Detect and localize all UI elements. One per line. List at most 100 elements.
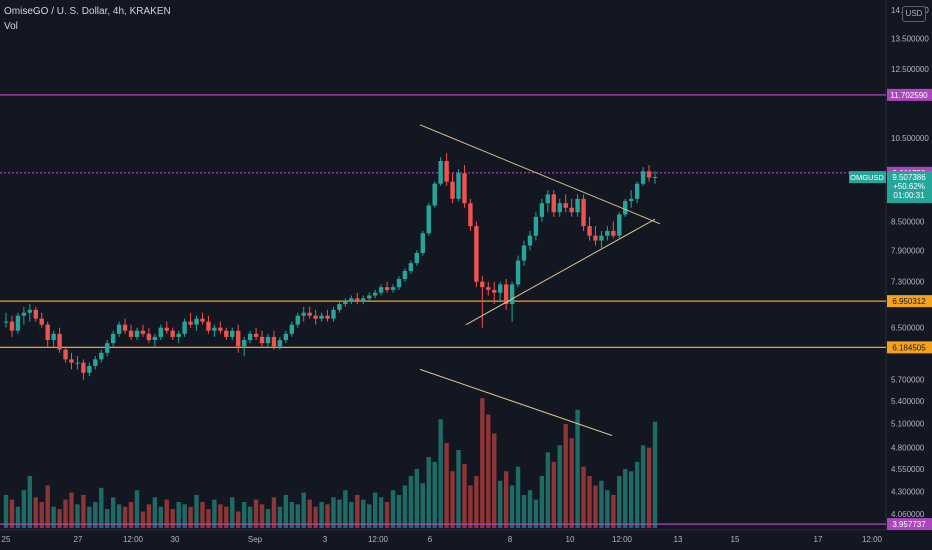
volume-bar [521,494,527,528]
candle-body [236,330,241,347]
volume-bar [456,450,461,528]
candle-body [295,315,300,325]
volume-bar [146,504,152,528]
volume-bar [593,485,598,528]
volume-bar [343,490,348,528]
candle-body [116,324,122,334]
candle-body [480,281,485,288]
chart-header: OmiseGO / U. S. Dollar, 4h, KRAKEN Vol [4,4,171,34]
level-price-text: 6.184505 [892,343,926,352]
volume-bar [9,499,15,528]
level-price-text: 11.702590 [890,91,928,100]
candle-body [93,359,98,367]
price-change-text: +50.62% [893,182,925,191]
volume-bar [212,499,217,528]
volume-bar [247,506,253,528]
candle-body [349,298,354,302]
time-tick-label: 3 [323,535,328,544]
currency-badge[interactable]: USD [902,6,926,22]
volume-bar [545,452,551,528]
symbol-title[interactable]: OmiseGO / U. S. Dollar, 4h, KRAKEN [4,6,171,17]
candle-body [527,235,533,246]
volume-bar [396,494,402,528]
volume-bar [557,445,562,528]
price-tick-label: 13.500000 [891,34,929,43]
candle-body [224,330,229,337]
price-tick-label: 8.500000 [891,217,925,226]
trendline [419,124,661,225]
volume-bar [462,464,467,528]
volume-bar [420,483,425,528]
candle-body [361,298,366,302]
candle-body [432,183,437,206]
candle-body [396,279,402,288]
candle-body [640,171,646,184]
price-tick-label: 4.060000 [891,510,925,519]
candle-body [289,324,294,334]
candle-body [462,173,467,204]
volume-bar [295,504,300,528]
volume-bar [277,506,283,528]
candle-body [593,235,598,241]
volume-bar [605,490,610,528]
candle-body [134,330,140,337]
volume-bar [581,466,586,528]
candle-body [99,352,104,360]
candle-body [426,205,431,234]
volume-bar [188,506,193,528]
volume-bar [325,504,330,528]
volume-bar [408,476,414,528]
volume-bar [21,490,27,528]
volume-bar [527,490,533,528]
volume-bar [63,499,68,528]
candle-body [402,271,408,280]
volume-bar [3,494,9,528]
volume-bar [140,511,146,528]
time-tick-label: Sep [248,535,263,544]
candle-body [444,161,449,182]
candle-body [515,260,521,285]
last-price-text: 9.507386 [892,173,926,182]
volume-bar [628,471,634,528]
candle-body [343,301,348,305]
volume-bar [575,409,580,528]
level-price-text: 3.957737 [892,520,926,529]
candle-body [599,235,604,241]
volume-bar [361,499,366,528]
time-tick-label: 6 [428,535,433,544]
candle-body [438,161,443,184]
candle-body [652,177,658,179]
volume-bar [230,497,235,528]
volume-bar [259,504,265,528]
volume-bar [194,494,199,528]
candle-body [105,343,110,353]
candle-body [140,330,146,334]
candle-body [545,194,551,204]
candle-body [146,333,152,341]
candle-body [27,309,33,313]
volume-bar [224,506,229,528]
price-tick-label: 4.550000 [891,465,925,474]
volume-bar [480,398,485,528]
volume-indicator-label[interactable]: Vol [4,21,18,32]
volume-bar [218,504,223,528]
price-tick-label: 5.400000 [891,397,925,406]
volume-bar [170,509,175,528]
volume-bar [539,476,545,528]
volume-bar [372,492,378,528]
candle-body [367,295,372,299]
volume-bar [652,421,658,528]
volume-bar [164,499,169,528]
level-price-tag [887,341,932,354]
volume-bar [646,447,652,528]
time-tick-label: 12:00 [368,535,389,544]
candle-body [557,203,562,213]
candle-body [313,315,318,319]
candle-body [57,333,62,350]
volume-bar [206,509,211,528]
candle-body [450,181,455,199]
volume-bar [390,490,396,528]
time-tick-label: 8 [508,535,513,544]
candle-body [611,230,616,236]
